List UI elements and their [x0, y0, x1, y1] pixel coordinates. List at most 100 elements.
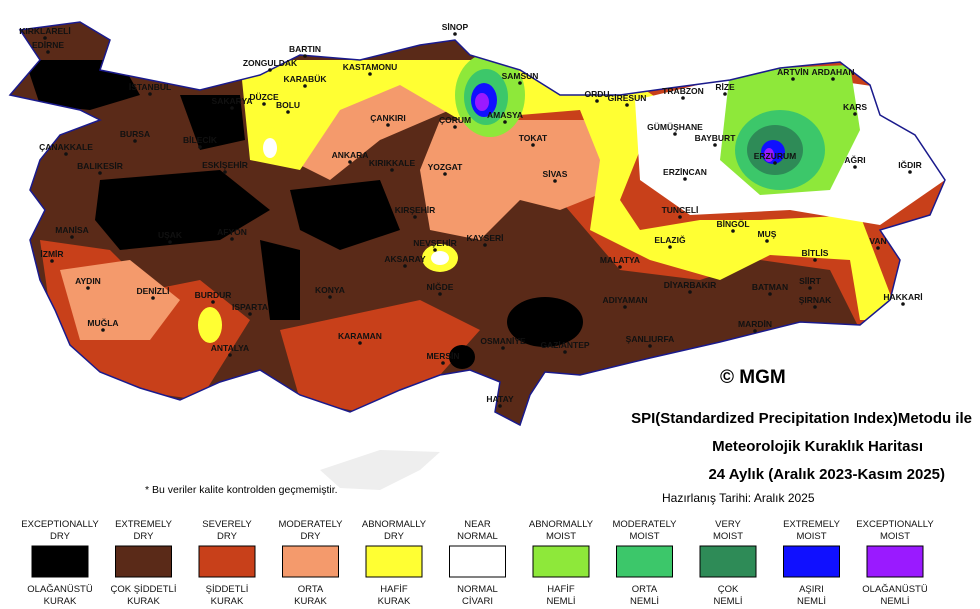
legend-label-en: VERY — [715, 519, 741, 530]
city-dot — [198, 145, 202, 149]
city-name: MANİSA — [55, 225, 89, 235]
legend-swatch — [365, 545, 423, 578]
city-name: ÇORUM — [439, 115, 471, 125]
legend-label-en: MOIST — [629, 531, 659, 542]
city-name: İSTANBUL — [129, 82, 171, 92]
city-name: GAZİANTEP — [540, 340, 589, 350]
legend-label-en: EXTREMELY — [115, 519, 173, 530]
legend-label-tr: HAFİF — [380, 584, 408, 595]
city-name: MUĞLA — [87, 317, 118, 328]
city-name: VAN — [869, 236, 886, 246]
legend-label-en: DRY — [301, 531, 322, 542]
legend: EXCEPTIONALLY DRY OLAĞANÜSTÜ KURAK EXTREMELY… — [21, 519, 934, 607]
legend-label-en: EXCEPTIONALLY — [21, 519, 99, 530]
city-dot — [101, 328, 105, 332]
city-name: SİİRT — [799, 276, 822, 286]
city-dot — [853, 165, 857, 169]
city-dot — [50, 259, 54, 263]
city-dot — [148, 92, 152, 96]
city-name: ORDU — [584, 89, 609, 99]
legend-label-tr: NEMLİ — [713, 596, 742, 607]
city-dot — [133, 139, 137, 143]
city-dot — [908, 170, 912, 174]
city-dot — [768, 292, 772, 296]
city-name: AFYON — [217, 227, 247, 237]
city-dot — [168, 240, 172, 244]
city-name: DÜZCE — [249, 92, 279, 102]
city-dot — [791, 77, 795, 81]
city-name: BİTLİS — [802, 248, 829, 258]
city-name: MARDİN — [738, 319, 772, 329]
city-name: ISPARTA — [232, 302, 268, 312]
legend-label-tr: ŞİDDETLİ — [206, 584, 249, 595]
city-name: SAKARYA — [212, 96, 253, 106]
city-dot — [625, 103, 629, 107]
city-name: RİZE — [715, 82, 735, 92]
legend-swatch — [616, 545, 673, 578]
city-name: KARS — [843, 102, 867, 112]
city-dot — [303, 54, 307, 58]
city-dot — [765, 239, 769, 243]
city-name: BİLECİK — [183, 135, 218, 145]
city-name: GİRESUN — [608, 93, 647, 103]
legend-label-tr: NEMLİ — [797, 596, 826, 607]
city-dot — [348, 160, 352, 164]
city-dot — [268, 68, 272, 72]
legend-swatch — [699, 545, 757, 578]
city-dot — [98, 171, 102, 175]
city-dot — [248, 312, 252, 316]
legend-label-en: MOIST — [796, 531, 826, 542]
city-dot — [623, 305, 627, 309]
city-dot — [386, 123, 390, 127]
legend-label-tr: NEMLİ — [546, 596, 575, 607]
city-name: ERZURUM — [754, 151, 797, 161]
legend-label-tr: NEMLİ — [630, 596, 659, 607]
city-dot — [262, 102, 266, 106]
city-dot — [813, 258, 817, 262]
city-name: NİĞDE — [427, 281, 454, 292]
city-name: ELAZIĞ — [654, 234, 686, 245]
legend-label-tr: OLAĞANÜSTÜ — [27, 584, 93, 595]
city-name: TUNCELİ — [662, 205, 699, 215]
legend-label-tr: KURAK — [294, 596, 327, 607]
legend-label-tr: ORTA — [632, 584, 658, 595]
legend-swatch — [198, 545, 256, 578]
city-dot — [876, 246, 880, 250]
city-name: SİVAS — [543, 169, 568, 179]
city-name: ANKARA — [332, 150, 369, 160]
city-dot — [390, 168, 394, 172]
city-dot — [901, 302, 905, 306]
legend-label-en: MODERATELY — [278, 519, 343, 530]
legend-label-tr: KURAK — [127, 596, 160, 607]
city-name: DENİZLİ — [136, 286, 169, 296]
city-dot — [773, 161, 777, 165]
copyright: © MGM — [720, 367, 786, 388]
legend-label-en: NORMAL — [457, 531, 498, 542]
city-dot — [413, 215, 417, 219]
city-name: SİNOP — [442, 22, 469, 32]
city-labels: KIRKLARELİ EDİRNE İSTANBUL ZONGULDAK BARTIN K… — [19, 22, 923, 408]
city-name: ZONGULDAK — [243, 58, 298, 68]
drought-regions — [10, 22, 945, 425]
city-name: KIRŞEHİR — [395, 205, 436, 215]
city-dot — [70, 235, 74, 239]
legend-label-en: MOIST — [713, 531, 743, 542]
city-name: NEVŞEHİR — [413, 238, 456, 248]
legend-swatch — [282, 545, 339, 578]
legend-label-en: MOIST — [880, 531, 910, 542]
legend-label-tr: NEMLİ — [880, 596, 909, 607]
city-dot — [86, 286, 90, 290]
legend-label-en: DRY — [384, 531, 405, 542]
city-name: ESKİŞEHİR — [202, 160, 248, 170]
legend-label-en: ABNORMALLY — [529, 519, 594, 530]
city-dot — [328, 295, 332, 299]
city-name: UŞAK — [158, 230, 183, 240]
city-dot — [648, 344, 652, 348]
city-name: TOKAT — [519, 133, 548, 143]
legend-swatch — [532, 545, 590, 578]
city-name: AYDIN — [75, 276, 101, 286]
city-name: HATAY — [486, 394, 514, 404]
city-dot — [618, 265, 622, 269]
city-dot — [453, 32, 457, 36]
